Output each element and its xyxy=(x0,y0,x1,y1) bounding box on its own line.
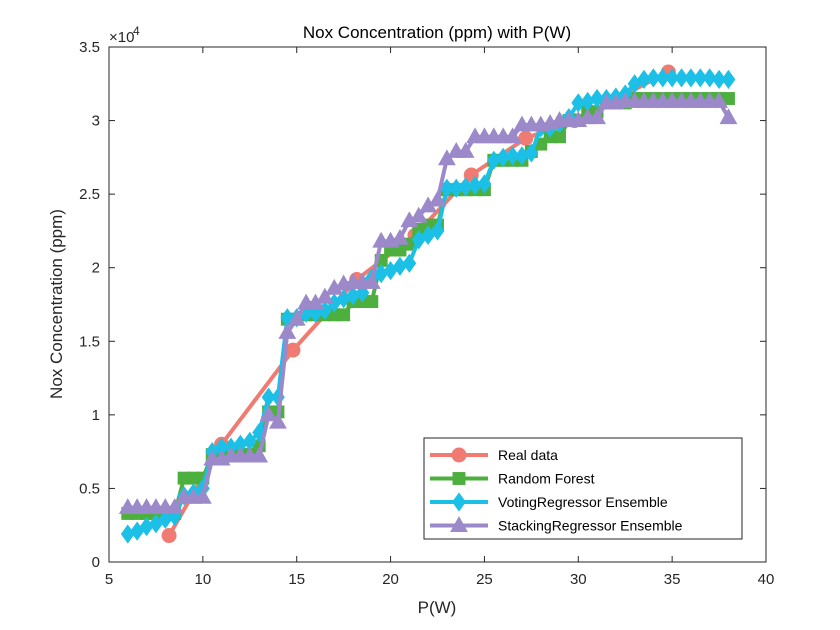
y-tick-label: 1 xyxy=(92,407,100,424)
data-point xyxy=(524,143,539,163)
data-point xyxy=(477,174,492,194)
legend-label: Random Forest xyxy=(498,471,595,487)
legend-label: VotingRegressor Ensemble xyxy=(498,494,668,510)
legend-label: Real data xyxy=(498,447,558,463)
legend-marker xyxy=(452,492,466,512)
data-point xyxy=(409,206,428,223)
data-point xyxy=(362,273,381,289)
chart-title: Nox Concentration (ppm) with P(W) xyxy=(303,23,571,42)
y-axis-exponent: ×10 4 xyxy=(109,24,140,46)
data-point xyxy=(693,68,708,88)
data-point xyxy=(646,68,661,88)
x-axis-label: P(W) xyxy=(418,598,457,617)
x-tick-label: 15 xyxy=(288,571,305,588)
x-tick-label: 40 xyxy=(758,571,775,588)
plot-frame xyxy=(108,46,767,563)
data-point xyxy=(456,142,475,158)
data-point xyxy=(719,108,738,125)
y-tick-label: 1.5 xyxy=(79,333,100,350)
legend-entry: VotingRegressor Ensemble xyxy=(430,492,668,512)
y-axis-label: Nox Concentration (ppm) xyxy=(47,209,66,399)
data-point xyxy=(402,253,417,273)
data-point xyxy=(337,308,351,322)
data-point xyxy=(588,108,606,125)
data-point xyxy=(430,221,445,241)
legend-entry: Real data xyxy=(430,447,558,463)
legend-marker xyxy=(450,516,468,532)
data-point xyxy=(259,405,278,422)
legend-label: StackingRegressor Ensemble xyxy=(498,518,683,534)
data-point xyxy=(702,68,717,88)
series-3 xyxy=(118,92,738,515)
x-tick-label: 10 xyxy=(195,571,212,588)
data-point xyxy=(269,412,287,429)
y-tick-label: 2.5 xyxy=(79,186,100,203)
data-point xyxy=(161,528,177,544)
data-point xyxy=(683,68,698,88)
x-tick-label: 30 xyxy=(570,571,587,588)
data-point xyxy=(428,190,447,207)
legend-marker xyxy=(452,472,466,485)
x-tick-label: 25 xyxy=(476,571,493,588)
data-point xyxy=(287,309,306,326)
data-point xyxy=(674,68,689,88)
y-axis: 0 0.5 1 1.5 2 2.5 3 3.5 xyxy=(79,39,766,571)
x-axis: 5 10 15 20 25 30 35 40 xyxy=(105,47,775,588)
data-point xyxy=(165,498,184,515)
y-axis-exponent-power: 4 xyxy=(133,24,140,38)
data-point xyxy=(285,342,301,358)
data-point xyxy=(710,92,728,108)
y-tick-label: 3.5 xyxy=(79,39,100,56)
x-tick-label: 5 xyxy=(105,571,113,588)
y-tick-label: 3 xyxy=(92,113,100,130)
x-tick-label: 20 xyxy=(382,571,399,588)
legend: Real data Random Forest VotingRegressor En… xyxy=(423,437,743,540)
legend-marker xyxy=(451,447,467,463)
data-point xyxy=(721,69,736,89)
x-tick-label: 35 xyxy=(664,571,681,588)
legend-entry: Random Forest xyxy=(430,471,595,487)
data-point xyxy=(655,68,670,88)
data-point xyxy=(193,487,212,504)
y-tick-label: 2 xyxy=(92,260,100,277)
data-point xyxy=(590,88,604,109)
data-point xyxy=(250,446,269,463)
data-point xyxy=(505,146,520,166)
data-point xyxy=(665,68,680,88)
y-axis-exponent-base: ×10 xyxy=(109,29,134,46)
legend-entry: StackingRegressor Ensemble xyxy=(430,516,683,534)
y-tick-label: 0 xyxy=(92,554,100,571)
data-point xyxy=(712,69,726,89)
data-point xyxy=(315,287,334,304)
y-tick-label: 0.5 xyxy=(79,480,100,497)
data-point xyxy=(503,127,522,144)
data-point xyxy=(278,323,297,339)
data-point xyxy=(391,228,409,245)
data-point xyxy=(365,295,379,309)
series-layer xyxy=(118,64,738,544)
